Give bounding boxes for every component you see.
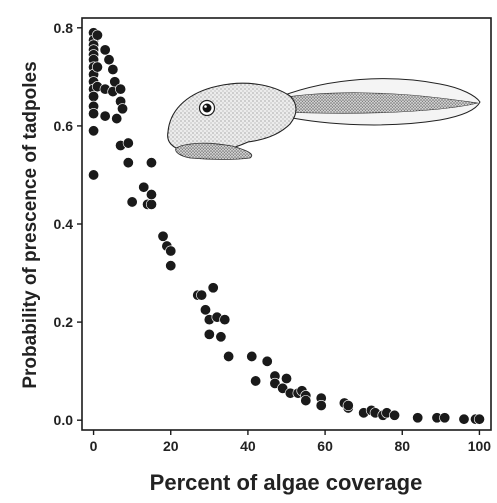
data-points xyxy=(88,27,485,425)
data-point xyxy=(145,189,157,201)
data-point xyxy=(99,44,111,56)
x-tick-label: 40 xyxy=(240,438,256,454)
data-point xyxy=(219,314,231,326)
data-point xyxy=(261,355,273,367)
data-point xyxy=(250,375,262,387)
x-axis-title: Percent of algae coverage xyxy=(150,470,423,495)
x-axis: 0 20 40 60 80 100 xyxy=(90,430,492,454)
y-tick-label: 0.0 xyxy=(54,412,74,428)
y-tick-label: 0.4 xyxy=(54,216,74,232)
x-tick-label: 100 xyxy=(468,438,492,454)
y-tick-label: 0.6 xyxy=(54,118,74,134)
data-point xyxy=(88,90,100,102)
y-tick-label: 0.2 xyxy=(54,314,74,330)
data-point xyxy=(246,350,258,362)
data-point xyxy=(300,395,312,407)
data-point xyxy=(165,260,177,272)
data-point xyxy=(473,413,485,425)
data-point xyxy=(342,399,354,411)
data-point xyxy=(269,377,281,389)
x-tick-label: 0 xyxy=(90,438,98,454)
x-tick-label: 60 xyxy=(317,438,333,454)
data-point xyxy=(115,83,127,95)
data-point xyxy=(88,125,100,137)
data-point xyxy=(109,76,121,88)
data-point xyxy=(196,289,208,301)
data-point xyxy=(315,399,327,411)
data-point xyxy=(117,103,129,115)
data-point xyxy=(145,198,157,210)
data-point xyxy=(165,245,177,257)
data-point xyxy=(207,282,219,294)
data-point xyxy=(126,196,138,208)
data-point xyxy=(122,157,134,169)
data-point xyxy=(280,372,292,384)
x-tick-label: 20 xyxy=(163,438,179,454)
data-point xyxy=(103,54,115,66)
data-point xyxy=(138,181,150,193)
data-point xyxy=(122,137,134,149)
tadpole-illustration xyxy=(167,78,481,160)
data-point xyxy=(223,350,235,362)
data-point xyxy=(458,413,470,425)
y-axis-title: Probability of prescence of tadpoles xyxy=(20,61,41,388)
data-point xyxy=(412,412,424,424)
data-point xyxy=(215,331,227,343)
plot-frame xyxy=(81,17,492,431)
data-point xyxy=(111,113,123,125)
y-axis: 0.0 0.2 0.4 0.6 0.8 xyxy=(54,20,82,428)
data-point xyxy=(99,110,111,122)
data-point xyxy=(199,304,211,316)
x-tick-label: 80 xyxy=(394,438,410,454)
data-point xyxy=(157,230,169,242)
data-point xyxy=(203,328,215,340)
data-point xyxy=(91,61,103,73)
data-point xyxy=(389,409,401,421)
y-tick-label: 0.8 xyxy=(54,20,74,36)
data-point xyxy=(88,108,100,120)
data-point xyxy=(277,382,289,394)
data-point xyxy=(88,169,100,181)
data-point xyxy=(91,29,103,41)
data-point xyxy=(145,157,157,169)
data-point xyxy=(439,412,451,424)
data-point xyxy=(107,64,119,76)
